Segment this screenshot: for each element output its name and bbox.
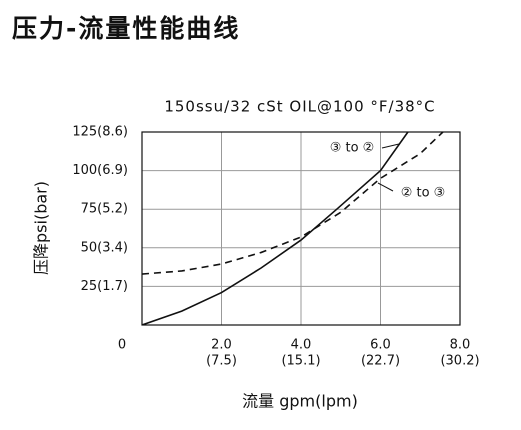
x-tick-sublabel: (7.5) (206, 354, 237, 369)
series-label: ② to ③ (401, 186, 446, 201)
x-tick-label: 6.0 (370, 338, 391, 353)
plot-frame (141, 131, 461, 326)
x-tick-label: 2.0 (211, 338, 232, 353)
leader-line (377, 182, 394, 192)
y-tick-label: 50(3.4) (81, 240, 128, 255)
series-label: ③ to ② (330, 141, 375, 156)
y-tick-label: 125(8.6) (72, 125, 128, 140)
chart-title: 压力-流量性能曲线 (12, 14, 240, 43)
x-tick-sublabel: (30.2) (440, 354, 479, 369)
y-axis-label: 压降psi(bar) (32, 181, 51, 275)
x-tick-label: 4.0 (291, 338, 312, 353)
chart-subtitle: 150ssu/32 cSt OIL@100 °F/38°C (164, 98, 435, 116)
x-tick-label: 8.0 (450, 338, 471, 353)
y-tick-label: 100(6.9) (72, 163, 128, 178)
leader-line (381, 143, 400, 149)
x-tick-sublabel: (22.7) (361, 354, 400, 369)
series-line (142, 131, 409, 325)
y-tick-label: 25(1.7) (81, 279, 128, 294)
x-tick-label: 0 (118, 338, 126, 353)
y-tick-label: 75(5.2) (81, 202, 128, 217)
x-axis-label: 流量 gpm(lpm) (242, 392, 358, 411)
series-line (142, 131, 444, 275)
x-tick-sublabel: (15.1) (281, 354, 320, 369)
